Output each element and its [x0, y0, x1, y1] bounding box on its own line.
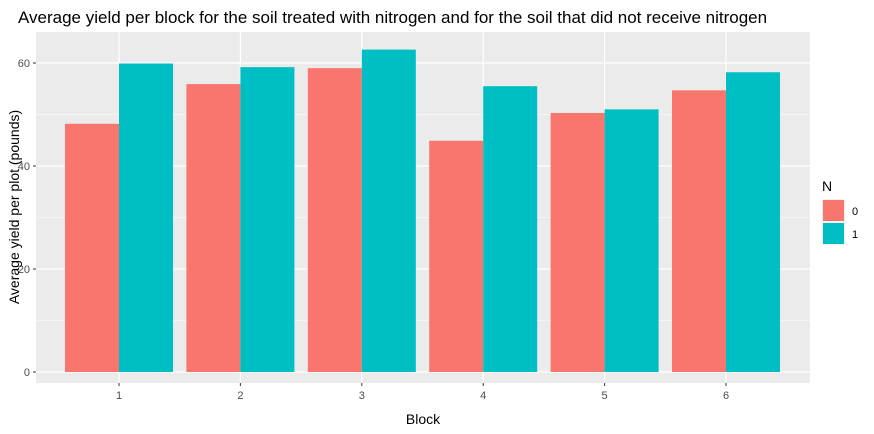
- bar: [550, 112, 605, 372]
- bar: [307, 68, 362, 373]
- bar: [429, 140, 484, 372]
- chart-title: Average yield per block for the soil tre…: [18, 8, 767, 27]
- y-tick-label: 40: [18, 161, 30, 173]
- bar: [119, 63, 173, 372]
- x-axis-title: Block: [406, 411, 441, 427]
- legend-swatch: [823, 200, 844, 221]
- bar: [483, 86, 538, 373]
- legend-title: N: [822, 178, 832, 194]
- legend-label: 1: [852, 229, 858, 241]
- legend: N 0 1: [822, 178, 858, 245]
- x-tick-label: 6: [723, 390, 729, 402]
- legend-swatch: [823, 223, 844, 244]
- legend-label: 0: [852, 206, 858, 218]
- x-tick-label: 3: [359, 390, 365, 402]
- bar: [186, 84, 241, 373]
- bar: [240, 67, 295, 373]
- bar: [604, 109, 659, 372]
- bar-series: [65, 49, 780, 373]
- x-tick-label: 2: [237, 390, 243, 402]
- bar: [361, 49, 416, 373]
- x-axis: 1 2 3 4 5 6: [116, 383, 729, 402]
- y-tick-label: 60: [18, 58, 30, 70]
- y-axis-title: Average yield per plot (pounds): [6, 110, 22, 304]
- x-tick-label: 4: [480, 390, 486, 402]
- y-tick-label: 0: [24, 367, 30, 379]
- y-axis: 0 20 40 60: [18, 58, 36, 379]
- y-tick-label: 20: [18, 264, 30, 276]
- bar: [65, 123, 119, 373]
- bar: [672, 90, 726, 373]
- x-tick-label: 1: [116, 390, 122, 402]
- bar: [726, 72, 780, 373]
- x-tick-label: 5: [602, 390, 608, 402]
